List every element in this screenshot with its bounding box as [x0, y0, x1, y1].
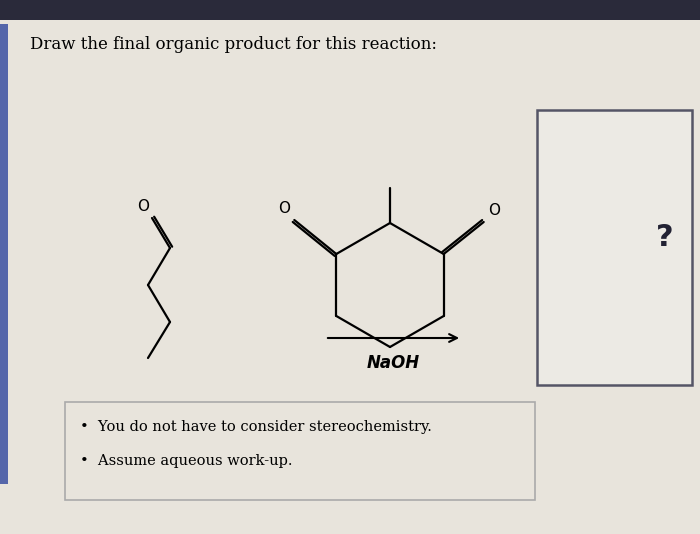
- Bar: [0, 24, 8, 484]
- Bar: [537, 110, 692, 385]
- Bar: [0, 0, 700, 20]
- Text: O: O: [279, 201, 290, 216]
- Text: •  Assume aqueous work-up.: • Assume aqueous work-up.: [80, 454, 293, 468]
- Text: NaOH: NaOH: [366, 354, 419, 372]
- Text: •  You do not have to consider stereochemistry.: • You do not have to consider stereochem…: [80, 420, 432, 434]
- Text: O: O: [488, 203, 500, 218]
- Text: O: O: [137, 199, 149, 214]
- Text: ?: ?: [657, 223, 674, 252]
- Bar: [65, 402, 535, 500]
- Text: Draw the final organic product for this reaction:: Draw the final organic product for this …: [30, 36, 437, 53]
